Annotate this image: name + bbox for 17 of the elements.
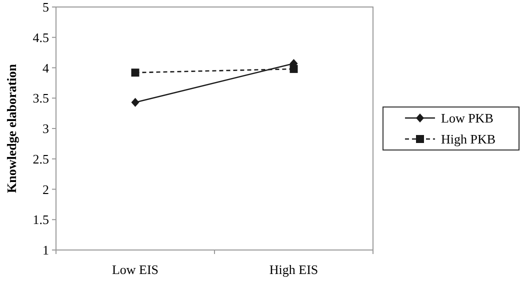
point: [131, 68, 140, 77]
legend-label: Low PKB: [441, 110, 494, 126]
legend-label: High PKB: [441, 132, 496, 147]
y-tick-label: 3: [42, 121, 49, 136]
x-tick-label: Low EIS: [112, 262, 159, 277]
y-tick-label: 1: [42, 242, 49, 258]
y-tick-label: 5: [42, 0, 49, 15]
y-axis-title: Knowledge elaboration: [4, 63, 19, 193]
point: [131, 98, 140, 107]
point: [290, 64, 298, 73]
y-tick-label: 2: [42, 182, 49, 197]
y-tick-label: 4.5: [32, 30, 49, 45]
y-tick-label: 2.5: [32, 151, 49, 166]
y-tick-label: 3.5: [32, 90, 49, 106]
y-tick-label: 4: [42, 60, 50, 76]
x-tick-label: High EIS: [269, 262, 318, 277]
y-tick-label: 1.5: [32, 212, 49, 228]
